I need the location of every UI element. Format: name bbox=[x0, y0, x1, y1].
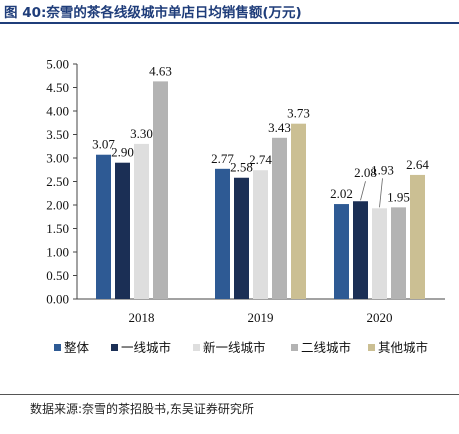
bar bbox=[291, 123, 306, 299]
y-tick-label: 5.00 bbox=[46, 57, 69, 72]
legend-swatch bbox=[193, 344, 200, 351]
value-label: 3.73 bbox=[287, 106, 310, 121]
bar bbox=[115, 162, 130, 299]
bar bbox=[391, 207, 406, 299]
legend-label: 二线城市 bbox=[301, 340, 351, 355]
title-rule bbox=[0, 22, 459, 24]
value-label: 2.90 bbox=[111, 145, 134, 160]
value-label: 2.64 bbox=[406, 157, 429, 172]
bar bbox=[153, 81, 168, 299]
bar bbox=[372, 208, 387, 299]
value-label: 2.77 bbox=[211, 151, 234, 166]
legend-swatch bbox=[291, 344, 298, 351]
value-label: 2.58 bbox=[230, 160, 253, 175]
bar bbox=[234, 177, 249, 299]
value-labels: 3.07 2.77 2.02 2.90 2.58 2.08 3.30 2.74 1.93 4.63… bbox=[92, 63, 429, 208]
bar bbox=[96, 154, 111, 299]
value-label-leader bbox=[379, 178, 383, 208]
y-tick-label: 3.00 bbox=[46, 151, 69, 166]
bar bbox=[334, 204, 349, 299]
bar bbox=[253, 170, 268, 299]
legend-label: 一线城市 bbox=[121, 340, 171, 355]
y-tick-label: 1.50 bbox=[46, 221, 69, 236]
value-label: 1.95 bbox=[387, 189, 410, 204]
source-note: 数据来源:奈雪的茶招股书,东吴证券研究所 bbox=[30, 402, 254, 416]
bar bbox=[410, 174, 425, 299]
source-rule bbox=[0, 394, 459, 395]
value-label: 2.02 bbox=[330, 186, 353, 201]
y-tick-label: 4.50 bbox=[46, 80, 69, 95]
bar bbox=[353, 201, 368, 299]
figure-title-bar: 图 40:奈雪的茶各线级城市单店日均销售额(万元) bbox=[0, 0, 459, 22]
bar bbox=[215, 168, 230, 299]
y-tick-label: 0.00 bbox=[46, 292, 69, 307]
value-label: 4.63 bbox=[149, 63, 172, 78]
y-tick-label: 0.50 bbox=[46, 268, 69, 283]
x-tick-label: 2018 bbox=[129, 310, 155, 325]
legend: 整体 一线城市 新一线城市 二线城市 其他城市 bbox=[54, 340, 428, 355]
bars bbox=[96, 81, 425, 299]
x-axis: 2018 2019 2020 bbox=[77, 298, 445, 325]
value-label: 3.30 bbox=[130, 126, 153, 141]
x-tick-label: 2019 bbox=[248, 310, 274, 325]
value-label: 3.07 bbox=[92, 137, 115, 152]
legend-label: 整体 bbox=[64, 340, 90, 355]
legend-swatch bbox=[368, 344, 375, 351]
value-label: 2.08 bbox=[354, 165, 377, 180]
value-label-leader bbox=[360, 181, 366, 201]
bar bbox=[134, 143, 149, 299]
bar bbox=[272, 137, 287, 299]
x-tick-label: 2020 bbox=[367, 310, 393, 325]
legend-label: 其他城市 bbox=[378, 340, 428, 355]
y-tick-label: 4.00 bbox=[46, 104, 69, 119]
value-label: 1.93 bbox=[371, 162, 394, 177]
y-tick-label: 2.00 bbox=[46, 198, 69, 213]
y-tick-label: 2.50 bbox=[46, 174, 69, 189]
legend-swatch bbox=[111, 344, 118, 351]
legend-label: 新一线城市 bbox=[203, 340, 266, 355]
y-tick-label: 3.50 bbox=[46, 127, 69, 142]
legend-swatch bbox=[54, 344, 61, 351]
y-axis: 0.00 0.50 1.00 1.50 2.00 2.50 3.00 3.50 4.00 4.50… bbox=[46, 57, 78, 307]
value-label: 3.43 bbox=[268, 120, 291, 135]
y-tick-label: 1.00 bbox=[46, 245, 69, 260]
figure-title: 图 40:奈雪的茶各线级城市单店日均销售额(万元) bbox=[4, 5, 302, 21]
value-label: 2.74 bbox=[249, 152, 272, 167]
